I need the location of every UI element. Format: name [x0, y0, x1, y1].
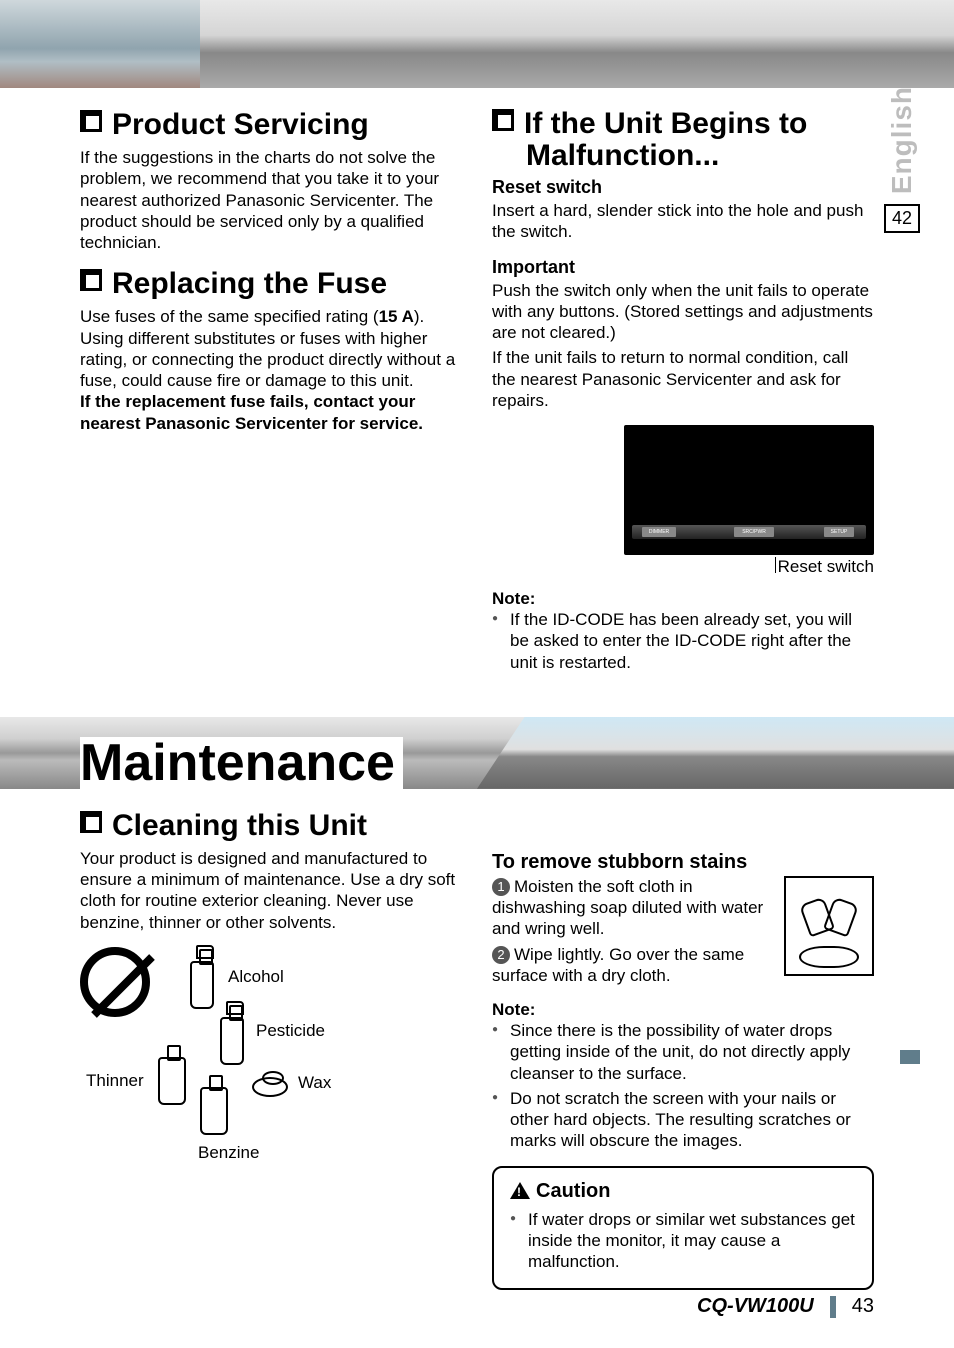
maintenance-banner: Maintenance — [0, 717, 954, 789]
left-column: Product Servicing If the suggestions in … — [80, 108, 462, 677]
alcohol-bottle-icon — [190, 961, 214, 1009]
wax-label: Wax — [298, 1073, 331, 1093]
maint-note-bullet-2: Do not scratch the screen with your nail… — [492, 1088, 874, 1152]
pesticide-label: Pesticide — [256, 1021, 325, 1041]
maint-note-head: Note: — [492, 1000, 874, 1020]
note-bullet: If the ID-CODE has been already set, you… — [492, 609, 874, 673]
pesticide-bottle-icon — [220, 1017, 244, 1065]
replacing-fuse-title: Replacing the Fuse — [112, 267, 387, 300]
thinner-label: Thinner — [86, 1071, 144, 1091]
bowl-icon — [799, 946, 859, 968]
reset-pointer-line — [775, 557, 776, 573]
caution-title: Caution — [536, 1180, 610, 1202]
product-servicing-body: If the suggestions in the charts do not … — [80, 147, 462, 253]
cleaning-title: Cleaning this Unit — [112, 809, 367, 842]
device-image: DIMMER SRC/PWR SETUP — [624, 425, 874, 555]
footer-accent-bar — [830, 1296, 836, 1318]
step-1: 1Moisten the soft cloth in dishwashing s… — [492, 876, 774, 940]
alcohol-label: Alcohol — [228, 967, 284, 987]
step-2-icon: 2 — [492, 946, 510, 964]
replacing-fuse-body: Use fuses of the same specified rating (… — [80, 306, 462, 434]
top-content: Product Servicing If the suggestions in … — [0, 88, 954, 677]
caution-box: Caution If water drops or similar wet su… — [492, 1166, 874, 1291]
stubborn-steps: 1Moisten the soft cloth in dishwashing s… — [492, 876, 874, 986]
page-footer: CQ-VW100U 43 — [697, 1295, 874, 1318]
benzine-bottle-icon — [200, 1087, 228, 1135]
top-banner-image — [0, 0, 954, 88]
maint-right-column: To remove stubborn stains 1Moisten the s… — [492, 809, 874, 1291]
maint-note-list: Since there is the possibility of water … — [492, 1020, 874, 1152]
product-servicing-heading: Product Servicing — [80, 108, 462, 141]
important-body-2: If the unit fails to return to normal co… — [492, 347, 874, 411]
caution-bullet: If water drops or similar wet substances… — [510, 1209, 856, 1273]
checkbox-icon — [80, 811, 102, 833]
fuse-bold-note: If the replacement fuse fails, contact y… — [80, 392, 423, 432]
fuse-body-1: Use fuses of the same specified rating ( — [80, 307, 379, 326]
src-button-label: SRC/PWR — [734, 527, 774, 537]
replacing-fuse-heading: Replacing the Fuse — [80, 267, 462, 300]
hands-icon — [804, 900, 854, 940]
product-servicing-title: Product Servicing — [112, 108, 369, 141]
footer-model: CQ-VW100U — [697, 1295, 814, 1318]
malfunction-title-2: Malfunction... — [492, 140, 874, 172]
cleaning-body: Your product is designed and manufacture… — [80, 848, 462, 933]
maintenance-content: Cleaning this Unit Your product is desig… — [0, 789, 954, 1291]
reset-switch-body: Insert a hard, slender stick into the ho… — [492, 200, 874, 243]
important-head: Important — [492, 257, 874, 278]
maint-note-bullet-1: Since there is the possibility of water … — [492, 1020, 874, 1084]
device-figure: DIMMER SRC/PWR SETUP Reset switch — [492, 425, 874, 577]
wringing-cloth-figure — [784, 876, 874, 976]
dimmer-button-label: DIMMER — [642, 527, 676, 537]
reset-switch-head: Reset switch — [492, 177, 874, 198]
language-label: English — [886, 86, 918, 194]
malfunction-title-1: If the Unit Begins to — [524, 107, 807, 140]
road-image — [477, 717, 954, 789]
caution-list: If water drops or similar wet substances… — [510, 1209, 856, 1273]
reset-switch-label: Reset switch — [492, 557, 874, 577]
step-2: 2Wipe lightly. Go over the same surface … — [492, 944, 774, 987]
checkbox-icon — [80, 110, 102, 132]
cleaning-heading: Cleaning this Unit — [80, 809, 462, 842]
maint-left-column: Cleaning this Unit Your product is desig… — [80, 809, 462, 1291]
benzine-label: Benzine — [198, 1143, 259, 1163]
wax-can-icon — [252, 1077, 288, 1097]
right-column: If the Unit Begins to Malfunction... Res… — [492, 108, 874, 677]
caution-head: Caution — [510, 1180, 856, 1203]
step-1-text: Moisten the soft cloth in dishwashing so… — [492, 877, 763, 939]
side-tab: English 42 — [884, 86, 920, 233]
fuse-rating: 15 A — [379, 307, 414, 326]
setup-button-label: SETUP — [824, 527, 854, 537]
chemicals-diagram: Alcohol Pesticide Thinner Wax Benzine — [80, 947, 400, 1167]
checkbox-icon — [492, 109, 514, 131]
step-1-icon: 1 — [492, 878, 510, 896]
warning-triangle-icon — [510, 1182, 530, 1199]
note-list: If the ID-CODE has been already set, you… — [492, 609, 874, 673]
malfunction-heading: If the Unit Begins to Malfunction... — [492, 108, 874, 171]
important-body-1: Push the switch only when the unit fails… — [492, 280, 874, 344]
checkbox-icon — [80, 269, 102, 291]
thinner-bottle-icon — [158, 1057, 186, 1105]
prohibition-icon — [80, 947, 150, 1017]
step-2-text: Wipe lightly. Go over the same surface w… — [492, 945, 744, 985]
note-head: Note: — [492, 589, 874, 609]
page-ref-box: 42 — [884, 204, 920, 233]
side-accent — [900, 1050, 920, 1064]
footer-page-number: 43 — [852, 1295, 874, 1318]
maintenance-title: Maintenance — [80, 737, 403, 789]
stubborn-title: To remove stubborn stains — [492, 851, 874, 874]
